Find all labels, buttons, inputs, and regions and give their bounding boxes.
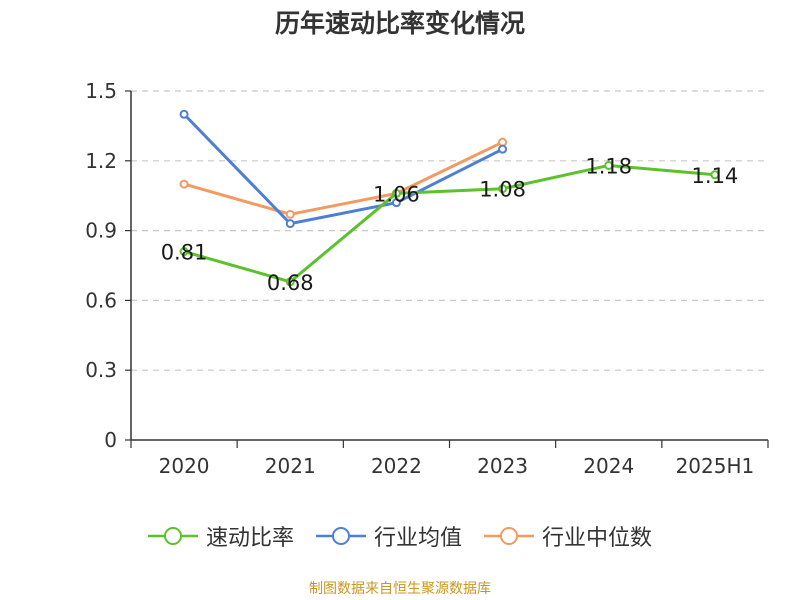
- data-label: 1.18: [585, 154, 632, 178]
- chart-legend: 速动比率 行业均值 行业中位数: [0, 518, 800, 554]
- legend-label-industry-mean: 行业均值: [373, 526, 462, 551]
- data-point-1: [285, 219, 295, 229]
- data-label: 1.08: [479, 178, 526, 202]
- x-tick-label: 2023: [477, 454, 528, 478]
- y-tick-label: 0.9: [85, 219, 117, 243]
- data-label: 1.14: [692, 164, 739, 188]
- y-tick-label: 0.6: [85, 288, 117, 312]
- y-tick-label: 0.3: [85, 358, 117, 382]
- data-label: 1.06: [373, 182, 420, 206]
- legend-swatch-industry-mean: [315, 527, 366, 545]
- legend-item-quick-ratio[interactable]: 速动比率: [147, 520, 294, 552]
- legend-swatch-industry-median: [484, 527, 534, 545]
- data-point-0: [604, 160, 614, 170]
- legend-item-industry-mean[interactable]: 行业均值: [315, 520, 462, 552]
- x-tick-label: 2022: [371, 454, 422, 478]
- y-tick-label: 1.2: [85, 149, 117, 173]
- data-point-1: [179, 109, 189, 119]
- data-point-1: [391, 198, 401, 208]
- data-point-0: [179, 247, 189, 257]
- x-tick-label: 2021: [265, 454, 316, 478]
- data-point-2: [498, 137, 508, 147]
- x-tick-label: 2020: [159, 454, 210, 478]
- x-tick-label: 2024: [583, 454, 634, 478]
- series-line-0: [183, 163, 716, 284]
- data-point-0: [391, 188, 401, 198]
- series-line-2: [183, 140, 504, 216]
- data-label: 0.81: [161, 241, 208, 265]
- x-tick-label: 2025H1: [676, 454, 755, 478]
- legend-item-industry-median[interactable]: 行业中位数: [484, 520, 652, 552]
- data-point-2: [285, 209, 295, 219]
- chart-title: 历年速动比率变化情况: [274, 9, 525, 38]
- data-point-0: [710, 170, 720, 180]
- legend-swatch-quick-ratio: [147, 527, 198, 545]
- y-tick-label: 0: [104, 428, 117, 452]
- legend-label-quick-ratio: 速动比率: [205, 526, 294, 551]
- y-tick-label: 1.5: [85, 79, 117, 103]
- data-point-1: [498, 144, 508, 154]
- data-point-2: [179, 179, 189, 189]
- series-line-1: [183, 113, 504, 226]
- data-label: 0.68: [267, 271, 314, 295]
- data-point-0: [285, 277, 295, 287]
- data-source-note: 制图数据来自恒生聚源数据库: [309, 581, 491, 597]
- legend-label-industry-median: 行业中位数: [542, 526, 653, 551]
- data-point-0: [498, 184, 508, 194]
